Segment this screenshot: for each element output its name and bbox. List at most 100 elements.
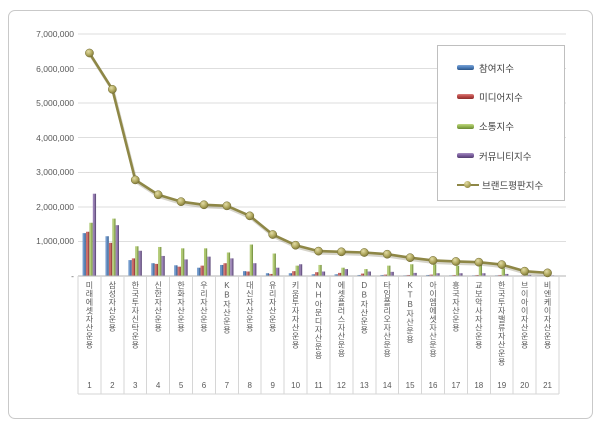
ytick-label-4: 4,000,000 bbox=[36, 132, 74, 143]
bar-커뮤니티지수-rank14 bbox=[390, 271, 394, 276]
category-label-rank4: 신한자산운용 bbox=[153, 281, 163, 332]
bar-미디어지수-rank2 bbox=[108, 242, 113, 276]
legend-label: 참여지수 bbox=[479, 63, 514, 75]
category-label-rank19: 한국투자밸류자산운용 bbox=[497, 281, 507, 366]
category-label-rank20: 브이아이자산운용 bbox=[520, 281, 530, 349]
rank-label-5: 5 bbox=[178, 381, 184, 390]
bar-커뮤니티지수-rank1 bbox=[92, 193, 97, 276]
category-label-rank11: NH아문디자산운용 bbox=[314, 281, 323, 360]
bar-참여지수-rank10 bbox=[288, 273, 292, 276]
legend-bar-swatch-icon bbox=[457, 94, 474, 100]
line-marker-rank17 bbox=[451, 257, 461, 266]
bar-소통지수-rank18 bbox=[478, 263, 483, 276]
line-marker-rank15 bbox=[405, 253, 415, 263]
bar-커뮤니티지수-rank7 bbox=[230, 258, 234, 276]
line-marker-rank13 bbox=[359, 248, 369, 257]
rank-label-2: 2 bbox=[110, 381, 115, 390]
bar-미디어지수-rank11 bbox=[315, 272, 319, 276]
line-marker-rank18 bbox=[474, 257, 484, 267]
bar-미디어지수-rank4 bbox=[154, 263, 158, 276]
bar-참여지수-rank5 bbox=[174, 265, 178, 276]
line-marker-rank11 bbox=[314, 246, 323, 256]
legend-label: 브랜드평판지수 bbox=[482, 180, 544, 192]
category-label-rank12: 에셋플러스자산운용 bbox=[336, 281, 346, 358]
legend-line-swatch-icon bbox=[457, 180, 479, 189]
line-marker-rank21 bbox=[543, 268, 552, 278]
bar-소통지수-rank15 bbox=[410, 264, 414, 276]
line-marker-rank3 bbox=[130, 175, 140, 185]
bar-커뮤니티지수-rank8 bbox=[253, 263, 257, 276]
rank-label-16: 16 bbox=[428, 381, 438, 390]
bar-소통지수-rank8 bbox=[249, 244, 253, 276]
bar-참여지수-rank9 bbox=[265, 273, 270, 276]
line-marker-rank8 bbox=[245, 211, 255, 221]
line-marker-rank19 bbox=[497, 260, 507, 269]
bar-미디어지수-rank10 bbox=[292, 271, 296, 276]
bar-참여지수-rank6 bbox=[197, 267, 201, 276]
bar-미디어지수-rank13 bbox=[360, 273, 365, 276]
category-label-rank9: 유리자산운용 bbox=[268, 281, 278, 332]
category-label-rank5: 한화자산운용 bbox=[176, 281, 186, 332]
ytick-label-2: 2,000,000 bbox=[36, 201, 74, 212]
bar-미디어지수-rank12 bbox=[338, 272, 342, 276]
bar-소통지수-rank10 bbox=[295, 265, 299, 276]
bar-커뮤니티지수-rank9 bbox=[276, 267, 280, 276]
bar-미디어지수-rank16 bbox=[429, 274, 433, 276]
legend-item-소통지수: 소통지수 bbox=[438, 112, 564, 141]
bar-소통지수-rank6 bbox=[203, 248, 208, 276]
ytick-label-6: 6,000,000 bbox=[36, 63, 74, 74]
bar-미디어지수-rank9 bbox=[269, 273, 273, 276]
bar-커뮤니티지수-rank5 bbox=[184, 259, 188, 276]
rank-label-6: 6 bbox=[201, 381, 207, 390]
bar-커뮤니티지수-rank12 bbox=[344, 269, 348, 276]
bar-커뮤니티지수-rank13 bbox=[367, 271, 371, 276]
line-marker-rank6 bbox=[199, 200, 209, 210]
bar-미디어지수-rank17 bbox=[452, 274, 456, 276]
bar-소통지수-rank13 bbox=[364, 269, 368, 276]
legend-item-브랜드평판지수: 브랜드평판지수 bbox=[438, 170, 564, 199]
category-label-rank7: KB자산운용 bbox=[222, 281, 232, 334]
bar-커뮤니티지수-rank4 bbox=[161, 255, 165, 276]
category-label-rank1: 미래에셋자산운용 bbox=[84, 281, 94, 349]
bar-참여지수-rank1 bbox=[82, 233, 86, 276]
ytick-label-5: 5,000,000 bbox=[36, 98, 74, 109]
ytick-label-1: 1,000,000 bbox=[36, 236, 74, 247]
bar-소통지수-rank4 bbox=[158, 246, 162, 276]
bar-커뮤니티지수-rank3 bbox=[138, 250, 142, 276]
legend-item-커뮤니티지수: 커뮤니티지수 bbox=[438, 141, 564, 170]
rank-label-9: 9 bbox=[270, 381, 275, 390]
legend-bar-swatch-icon bbox=[457, 153, 474, 159]
legend-label: 커뮤니티지수 bbox=[479, 151, 532, 163]
bar-참여지수-rank2 bbox=[105, 236, 109, 276]
bar-참여지수-rank8 bbox=[242, 271, 247, 276]
bar-소통지수-rank1 bbox=[89, 222, 93, 276]
bar-참여지수-rank16 bbox=[426, 274, 430, 276]
bar-참여지수-rank13 bbox=[357, 274, 361, 276]
bar-미디어지수-rank18 bbox=[475, 274, 479, 276]
bar-소통지수-rank12 bbox=[341, 267, 345, 276]
category-label-rank16: 아이엠에셋자산운용 bbox=[428, 281, 438, 358]
bar-미디어지수-rank14 bbox=[383, 274, 388, 276]
line-marker-rank2 bbox=[108, 84, 117, 94]
bar-참여지수-rank14 bbox=[380, 274, 384, 276]
bar-미디어지수-rank15 bbox=[406, 274, 410, 276]
bar-커뮤니티지수-rank18 bbox=[482, 273, 486, 276]
bar-미디어지수-rank7 bbox=[223, 263, 227, 276]
bar-소통지수-rank7 bbox=[226, 252, 231, 276]
rank-label-1: 1 bbox=[87, 381, 92, 390]
legend-bar-swatch-icon bbox=[457, 123, 474, 129]
legend-label: 미디어지수 bbox=[479, 92, 523, 104]
category-label-rank3: 한국투자신탁운용 bbox=[130, 281, 140, 349]
bar-소통지수-rank3 bbox=[135, 246, 139, 276]
bar-참여지수-rank12 bbox=[334, 274, 338, 276]
line-marker-rank14 bbox=[382, 249, 392, 259]
bar-참여지수-rank11 bbox=[311, 274, 315, 276]
category-label-rank17: 흥국자산운용 bbox=[451, 281, 461, 332]
rank-label-7: 7 bbox=[224, 381, 230, 390]
category-label-rank10: 키움투자자산운용 bbox=[291, 281, 301, 349]
bar-미디어지수-rank3 bbox=[131, 258, 136, 276]
bar-미디어지수-rank6 bbox=[200, 265, 204, 276]
bar-참여지수-rank7 bbox=[220, 264, 224, 276]
line-marker-rank9 bbox=[268, 230, 278, 239]
